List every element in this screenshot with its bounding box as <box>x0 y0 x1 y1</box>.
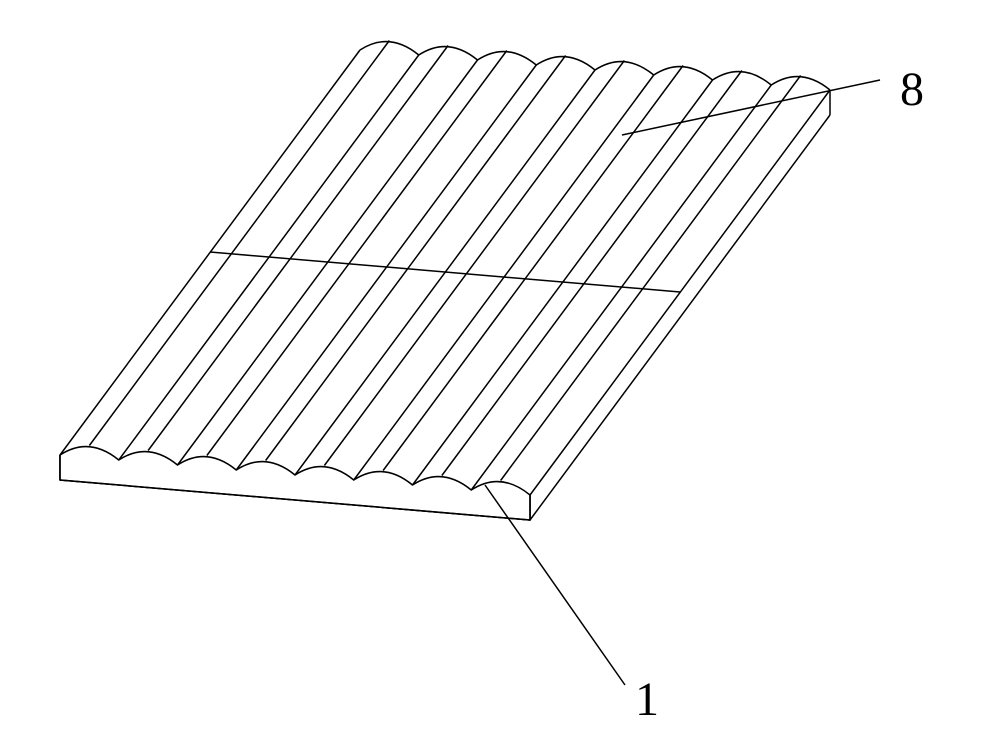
callout-label-8: 8 <box>900 62 924 117</box>
isometric-diagram <box>0 0 1000 755</box>
callout-label-1: 1 <box>635 672 659 727</box>
